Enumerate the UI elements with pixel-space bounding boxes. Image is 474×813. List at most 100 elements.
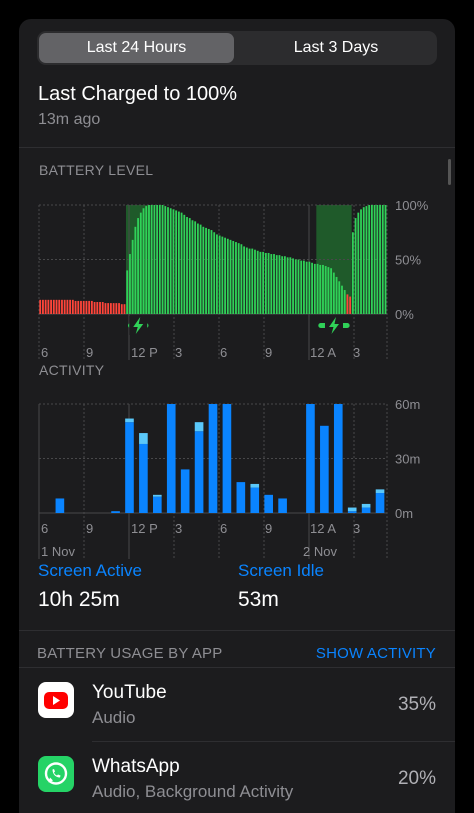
screen-active-label: Screen Active	[38, 561, 142, 580]
battery-bar	[90, 300, 93, 314]
battery-bar	[80, 300, 82, 314]
battery-bar	[194, 221, 197, 314]
time-range-segmented-control: Last 24 Hours Last 3 Days	[37, 31, 437, 65]
battery-bar	[210, 230, 213, 314]
battery-bar	[207, 228, 210, 314]
activity-label: ACTIVITY	[39, 362, 105, 378]
battery-bar	[226, 238, 229, 314]
battery-bar	[381, 205, 384, 314]
y-tick-label: 0m	[395, 506, 413, 521]
activity-bar	[180, 469, 190, 513]
battery-bar	[205, 227, 207, 314]
activity-bar	[320, 425, 329, 513]
x-tick-label: 12 P	[131, 521, 158, 536]
battery-bar	[316, 263, 319, 314]
battery-bar	[112, 303, 115, 314]
battery-bar	[99, 302, 101, 314]
activity-bar	[111, 511, 120, 513]
activity-bar	[166, 404, 176, 513]
x-tick-label: 3	[353, 521, 360, 536]
battery-bar	[202, 226, 205, 314]
battery-bar	[50, 299, 52, 314]
battery-bar	[216, 234, 218, 314]
battery-bar	[273, 254, 275, 314]
battery-bar	[346, 294, 349, 314]
battery-bar	[283, 256, 286, 314]
battery-bar	[275, 255, 278, 314]
x-tick-label: 6	[41, 521, 48, 536]
idle-bar	[361, 503, 371, 508]
idle-bar	[375, 489, 385, 494]
battery-bar	[370, 205, 373, 314]
battery-bar	[42, 299, 44, 314]
x-tick-label: 9	[86, 345, 93, 360]
battery-bar	[164, 206, 167, 314]
battery-level-chart[interactable]: 100% 50% 0% 6 9 12 P 3 6 9 12 A 3	[19, 179, 455, 360]
battery-bar	[259, 251, 262, 314]
activity-chart[interactable]: 60m 30m 0m 6 9 12 P 3 6 9 12 A 3 1 Nov 2 Nov	[19, 379, 455, 559]
battery-bar	[66, 299, 69, 314]
battery-bar	[180, 212, 183, 314]
battery-bar	[199, 224, 202, 314]
battery-bar	[137, 218, 139, 314]
battery-bar	[129, 254, 131, 314]
last-charged-title: Last Charged to 100%	[38, 83, 238, 105]
bolt-shape	[133, 317, 144, 334]
battery-bar	[368, 205, 371, 314]
battery-bar	[93, 302, 96, 314]
app-percent: 35%	[397, 694, 436, 715]
x-tick-label: 3	[353, 345, 360, 360]
battery-bar	[224, 237, 226, 314]
app-row-youtube[interactable]: YouTube Audio 35%	[19, 668, 455, 740]
battery-bar	[270, 254, 273, 314]
idle-bar	[125, 418, 134, 423]
battery-bar	[85, 300, 88, 314]
activity-bar	[361, 507, 371, 513]
battery-bar	[354, 218, 357, 314]
tab-last-3-days[interactable]: Last 3 Days	[293, 39, 379, 56]
lightning-bolt-icon	[128, 316, 149, 335]
battery-bar	[47, 299, 50, 314]
scroll-indicator[interactable]	[448, 159, 451, 185]
battery-bar	[145, 206, 148, 314]
battery-bar	[286, 257, 289, 314]
battery-bar	[63, 299, 66, 314]
battery-bar	[161, 205, 164, 314]
activity-bar	[375, 493, 385, 513]
battery-bar	[245, 247, 248, 314]
battery-bar	[365, 206, 368, 314]
battery-bar	[341, 285, 343, 314]
battery-bar	[335, 276, 338, 314]
battery-bar	[107, 303, 110, 314]
divider	[19, 147, 455, 148]
battery-bar	[44, 299, 47, 314]
x-tick-label: 3	[175, 345, 182, 360]
battery-bar	[262, 251, 265, 314]
battery-bar	[88, 300, 91, 314]
battery-bar	[139, 212, 142, 314]
idle-bar	[194, 422, 204, 432]
app-row-whatsapp[interactable]: WhatsApp Audio, Background Activity 20%	[19, 742, 455, 813]
whatsapp-icon	[38, 756, 74, 792]
show-activity-button[interactable]: SHOW ACTIVITY	[315, 645, 436, 662]
x-tick-label: 12 A	[310, 521, 336, 536]
x-tick-label: 9	[265, 521, 272, 536]
battery-bar	[186, 216, 188, 314]
activity-bar	[333, 404, 343, 513]
app-name: YouTube	[92, 682, 167, 703]
bolt-shape	[328, 317, 339, 334]
battery-bar	[148, 205, 150, 314]
battery-bar	[349, 296, 352, 314]
app-percent: 20%	[397, 768, 436, 789]
battery-bar	[58, 299, 61, 314]
idle-bar	[139, 433, 148, 444]
lightning-bolt-icon	[318, 316, 350, 335]
battery-bar	[221, 236, 224, 314]
battery-bar	[134, 226, 137, 314]
x-tick-label: 6	[220, 345, 227, 360]
youtube-icon	[38, 682, 74, 718]
tab-last-24-hours[interactable]: Last 24 Hours	[39, 33, 234, 63]
battery-bar	[183, 214, 186, 314]
battery-bar	[243, 246, 246, 314]
battery-bar	[229, 239, 232, 314]
